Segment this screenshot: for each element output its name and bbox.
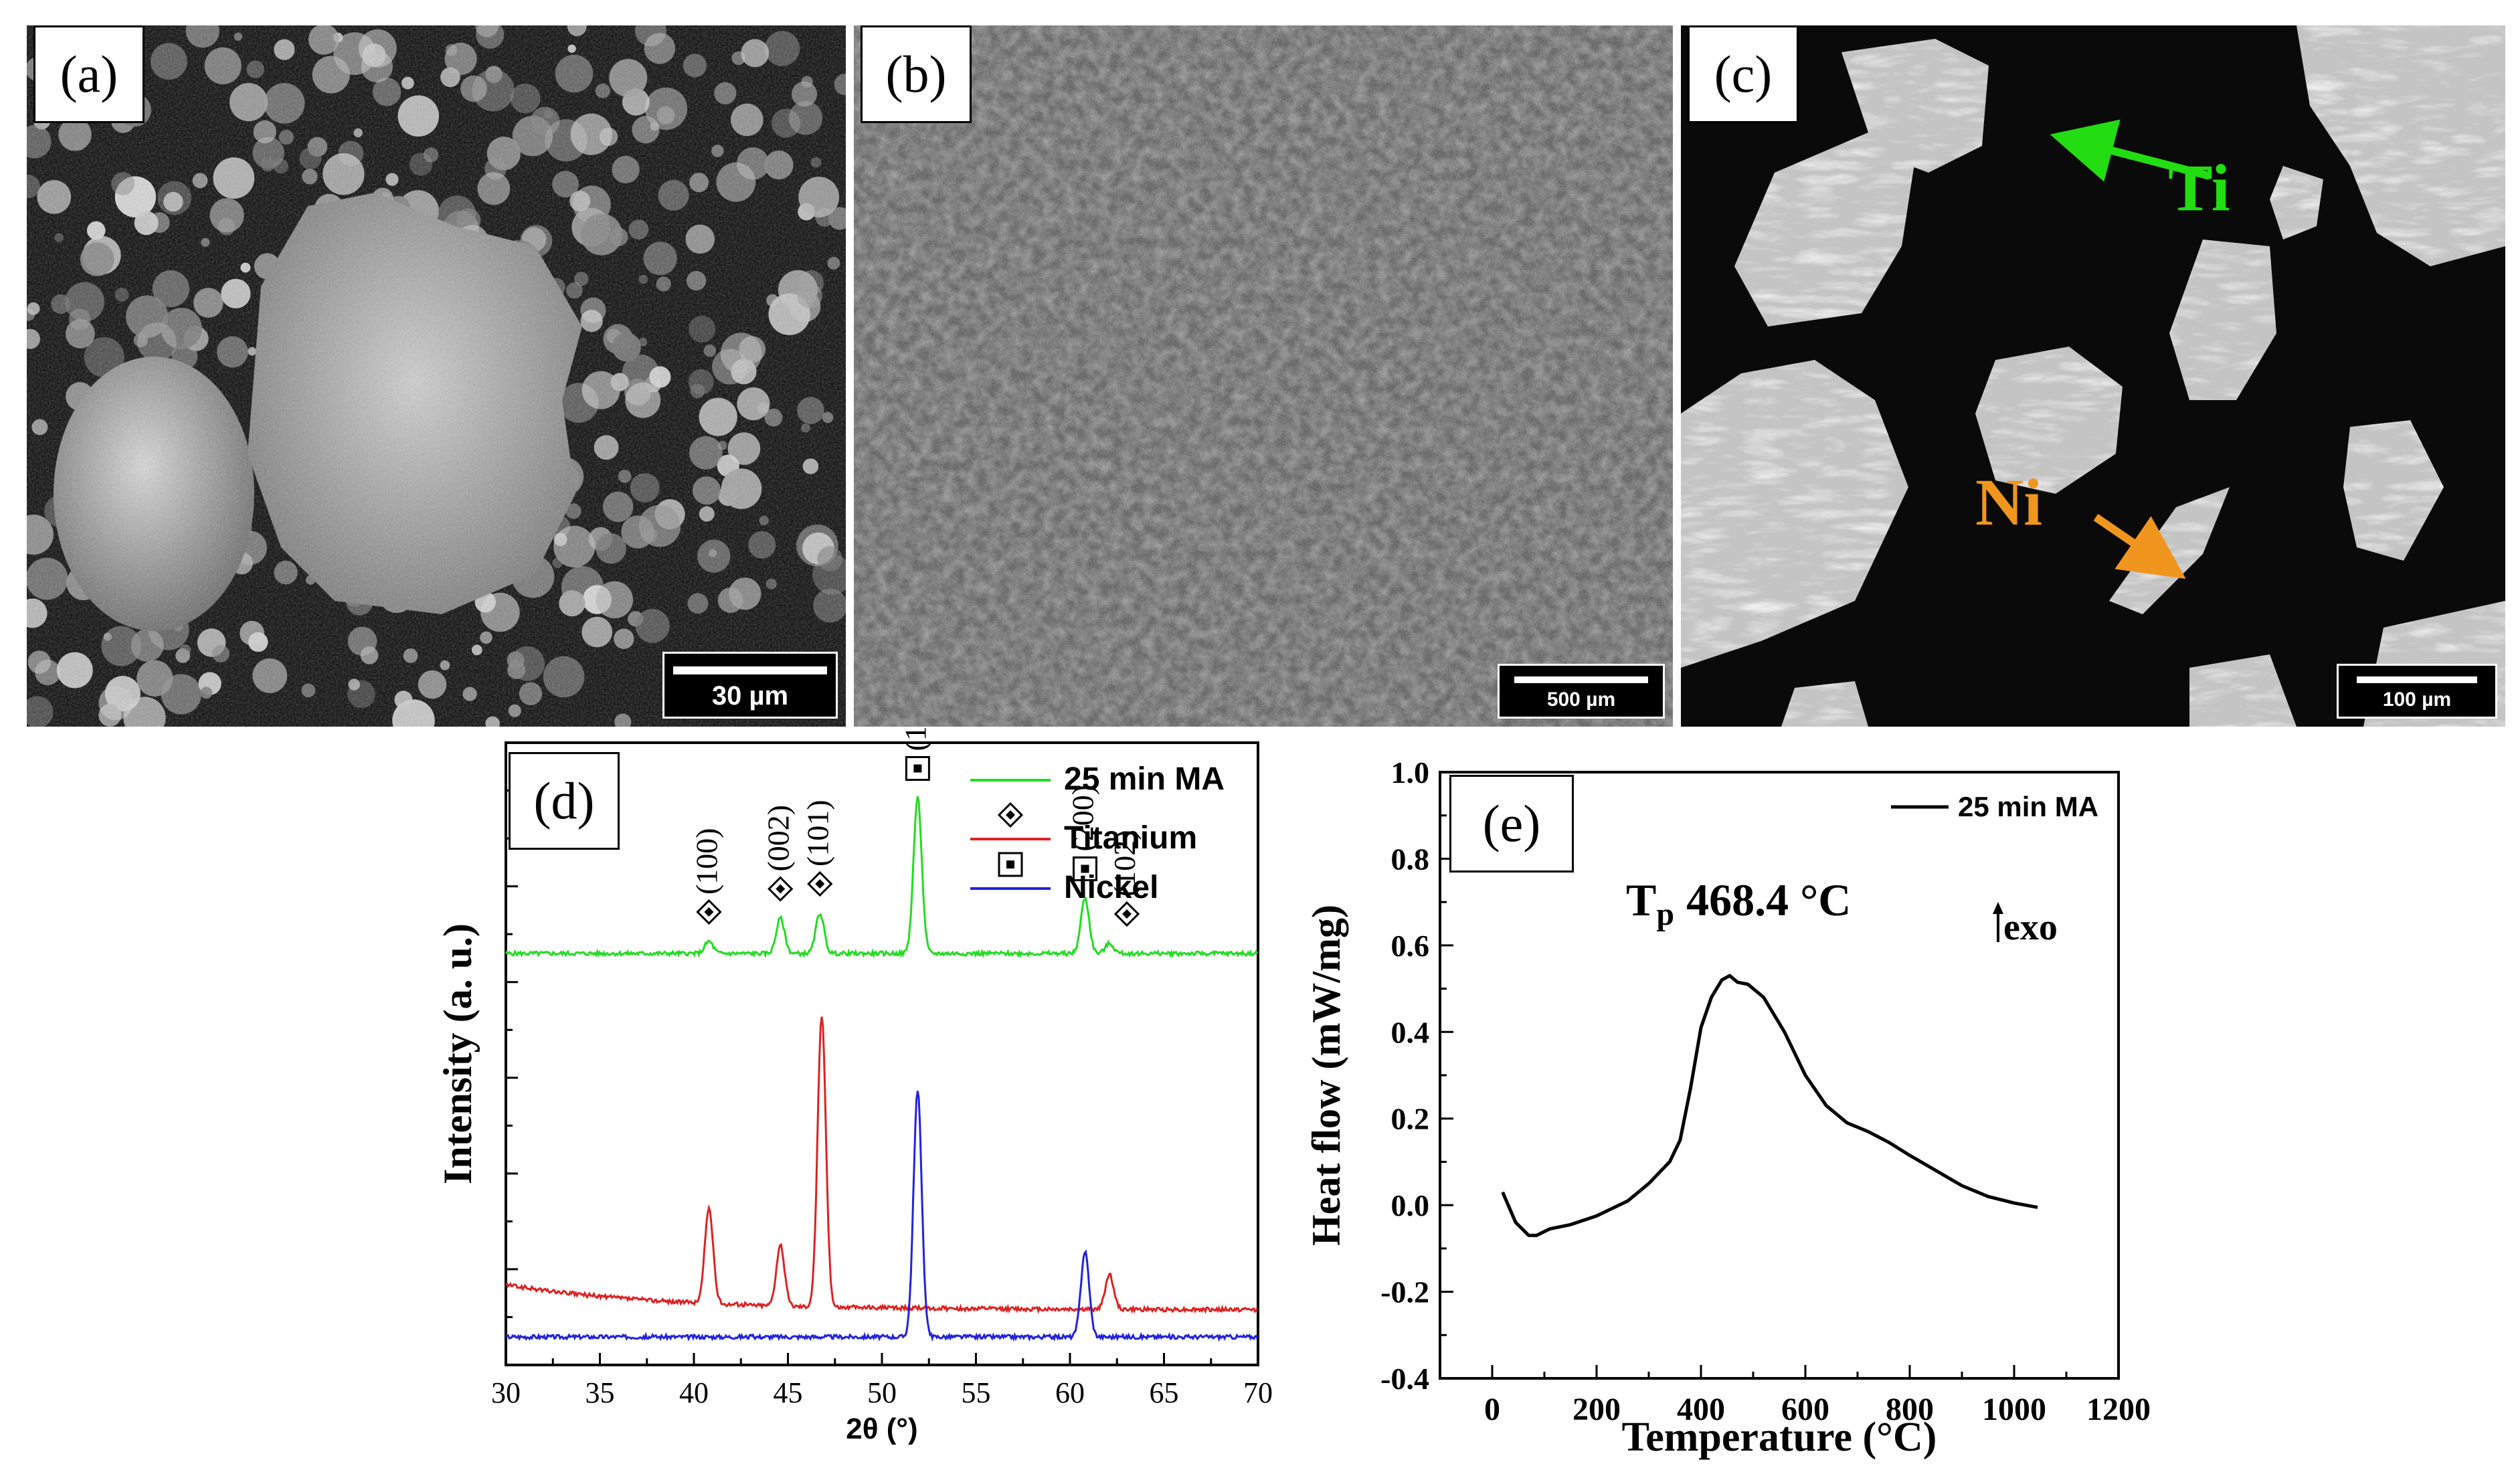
y-tick-label-e: -0.2 <box>1380 1275 1429 1309</box>
x-tick-label-e: 400 <box>1677 1392 1725 1427</box>
tp-symbol: T <box>1626 875 1656 925</box>
scale-label-b: 500 µm <box>1546 689 1616 711</box>
x-tick-label-e: 0 <box>1484 1392 1500 1427</box>
sem-micrograph-a <box>27 25 846 727</box>
x-tick-label-e: 600 <box>1781 1392 1829 1427</box>
tp-value: 468.4 °C <box>1686 875 1851 925</box>
y-tick-label-e: 1.0 <box>1391 755 1430 790</box>
y-axis-title-e: Heat flow (mW/mg) <box>1304 905 1348 1246</box>
scale-label-c: 100 µm <box>2382 689 2452 711</box>
panel-label-c: (c) <box>1688 25 1799 123</box>
y-tick-label-e: 0.2 <box>1391 1102 1430 1136</box>
x-tick-label-d: 35 <box>586 1376 615 1409</box>
legend-marker-core-d <box>1006 860 1014 868</box>
peak-label: (002) <box>761 805 795 872</box>
series-line-25-min-ma <box>1501 974 2038 1237</box>
peak-label: (111) <box>898 728 932 751</box>
y-tick-label-e: 0.8 <box>1391 842 1430 876</box>
series-line-25-min-ma <box>505 796 1259 959</box>
x-axis-title-d: 2θ (°) <box>846 1412 917 1445</box>
phase-arrows <box>2050 119 2211 579</box>
x-tick-label-e: 200 <box>1572 1392 1621 1427</box>
y-tick-label-e: 0.4 <box>1391 1015 1430 1049</box>
dsc-chart: 0 200 400 600 800 1000 1200 -0.4 -0.2 0.0 0.2 0.4 0.… <box>1304 755 2151 1460</box>
peak-label: (102) <box>1107 830 1142 897</box>
legend-marker-core-d <box>1006 810 1015 820</box>
panel-label-b: (b) <box>861 25 972 123</box>
ti-arrow <box>2050 119 2211 182</box>
panel-label-d: (d) <box>509 752 620 850</box>
series-line-nickel <box>505 1091 1259 1342</box>
peak-marker-diamond-core <box>815 879 825 889</box>
scale-bar-c: 100 µm <box>2337 664 2497 719</box>
x-axis-title-e: Temperature (°C) <box>1622 1414 1937 1460</box>
legend-entry-e: 25 min MA <box>1958 791 2098 822</box>
ti-label: Ti <box>2168 151 2230 225</box>
legend-entry-d: Nickel <box>1064 870 1158 905</box>
y-tick-label-e: 0.6 <box>1391 929 1430 963</box>
x-tick-label-d: 70 <box>1243 1376 1273 1409</box>
scale-bar-b: 500 µm <box>1498 664 1665 719</box>
x-tick-label-d: 45 <box>774 1376 803 1409</box>
xrd-chart: 30 35 40 45 50 55 60 65 70 (100) (002)(101) (111) (… <box>436 728 1273 1445</box>
x-tick-label-e: 800 <box>1886 1392 1934 1427</box>
sem-micrograph-b <box>854 25 1673 727</box>
peak-marker-square-core <box>1081 864 1089 873</box>
exo-label: exo <box>2003 907 2058 948</box>
y-tick-label-e: 0.0 <box>1391 1188 1430 1222</box>
peak-marker-diamond-core <box>1122 909 1132 919</box>
ni-label: Ni <box>1975 465 2042 539</box>
legend-entry-d: Titanium <box>1064 820 1197 856</box>
x-tick-label-e: 1000 <box>1982 1392 2046 1427</box>
peak-marker-diamond-core <box>776 884 786 894</box>
sem-image-c: (c) Ti Ni 100 µm <box>1681 25 2505 727</box>
x-tick-label-d: 55 <box>962 1376 991 1409</box>
x-tick-label-d: 50 <box>867 1376 897 1409</box>
scale-bar-a: 30 µm <box>662 652 838 719</box>
ni-arrow <box>2093 514 2186 579</box>
sem-micrograph-c <box>1681 25 2505 727</box>
peak-label: (100) <box>689 828 723 895</box>
exo-arrowhead <box>1993 902 2003 914</box>
x-tick-label-e: 1200 <box>2086 1392 2151 1427</box>
peak-marker-diamond-core <box>704 907 714 917</box>
x-tick-label-d: 40 <box>679 1376 709 1409</box>
tp-annotation: Tp 468.4 °C <box>1626 875 1851 932</box>
x-tick-label-d: 65 <box>1150 1376 1179 1409</box>
scale-label-a: 30 µm <box>711 681 789 711</box>
sem-image-b: (b) 500 µm <box>854 25 1673 727</box>
series-line-titanium <box>505 1016 1259 1314</box>
x-tick-label-d: 60 <box>1055 1376 1085 1409</box>
peak-marker-square-core <box>913 764 922 773</box>
y-tick-label-e: -0.4 <box>1380 1362 1429 1396</box>
sem-image-a: (a) 30 µm <box>27 25 846 727</box>
panel-label-e: (e) <box>1449 775 1574 873</box>
peak-label: (101) <box>800 800 834 866</box>
legend-entry-d: 25 min MA <box>1064 761 1225 797</box>
x-tick-label-d: 30 <box>491 1376 521 1409</box>
peak-label: (200) <box>1065 785 1099 852</box>
y-axis-title-d: Intensity (a. u.) <box>436 923 480 1184</box>
tp-subscript: p <box>1656 897 1674 932</box>
peak-marker-square <box>1072 856 1097 881</box>
panel-label-a: (a) <box>33 25 145 123</box>
